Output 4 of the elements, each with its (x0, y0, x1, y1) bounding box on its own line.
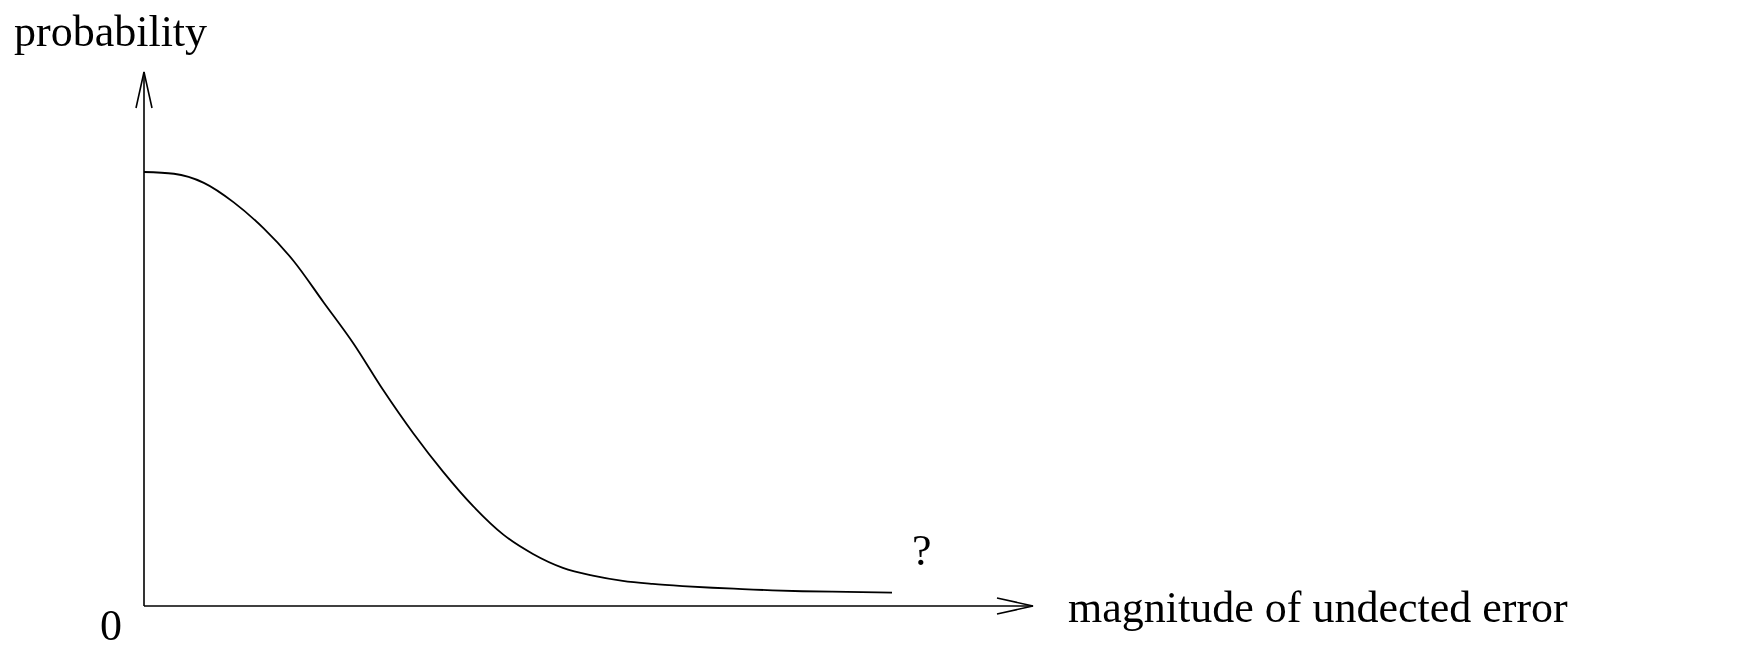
x-axis-title: magnitude of undected error (1068, 583, 1569, 632)
y-axis-title: probability (14, 7, 208, 56)
text: 0 (100, 601, 122, 649)
text: ? (912, 525, 932, 575)
